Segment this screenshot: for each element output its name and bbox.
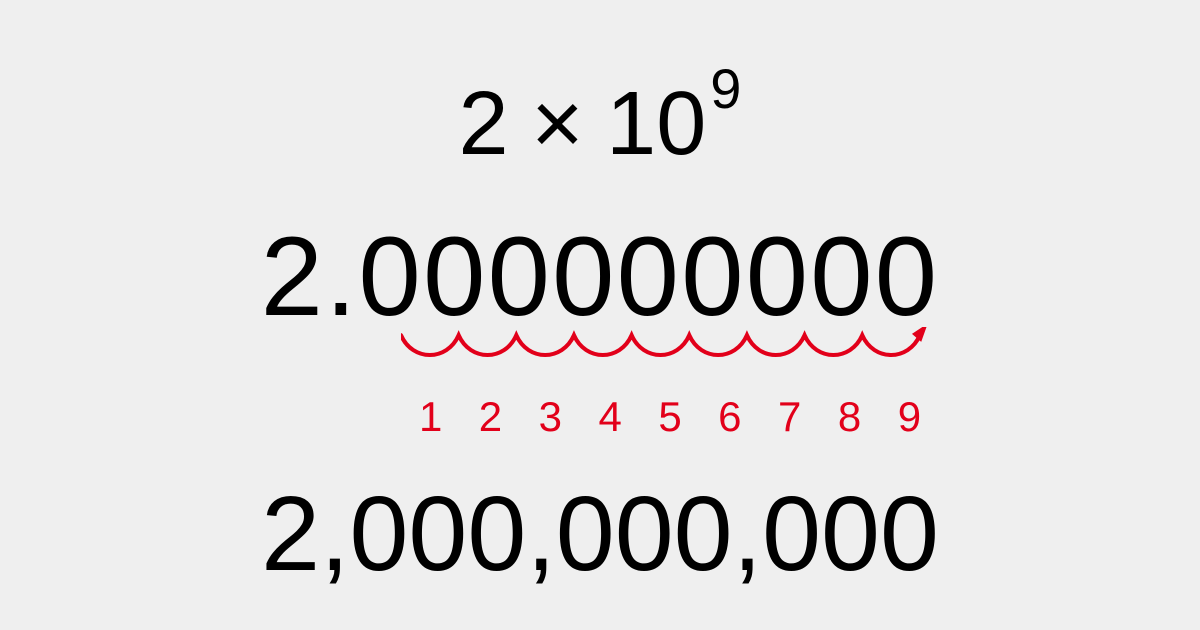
- hop-counts: 123456789: [261, 393, 940, 441]
- hop-count-label: 2: [461, 393, 521, 441]
- hop-count-label: 5: [640, 393, 700, 441]
- sci-exponent: 9: [710, 61, 741, 117]
- hop-count-label: 4: [580, 393, 640, 441]
- sci-coefficient: 2: [459, 79, 509, 169]
- sci-base: 10: [606, 79, 706, 169]
- hop-count-label: 6: [700, 393, 760, 441]
- wave-arrow-svg: [401, 327, 940, 383]
- hop-count-label: 9: [879, 393, 939, 441]
- sci-times: ×: [509, 79, 607, 169]
- expanded-number: 2,000,000,000: [261, 481, 939, 587]
- decimal-number: 2.000000000: [261, 221, 940, 333]
- hop-count-label: 3: [520, 393, 580, 441]
- hop-count-label: 8: [820, 393, 880, 441]
- decimal-shift-arrow: [261, 327, 940, 383]
- hop-count-label: 7: [760, 393, 820, 441]
- scientific-notation: 2 × 10 9: [459, 79, 742, 169]
- hop-count-label: 1: [401, 393, 461, 441]
